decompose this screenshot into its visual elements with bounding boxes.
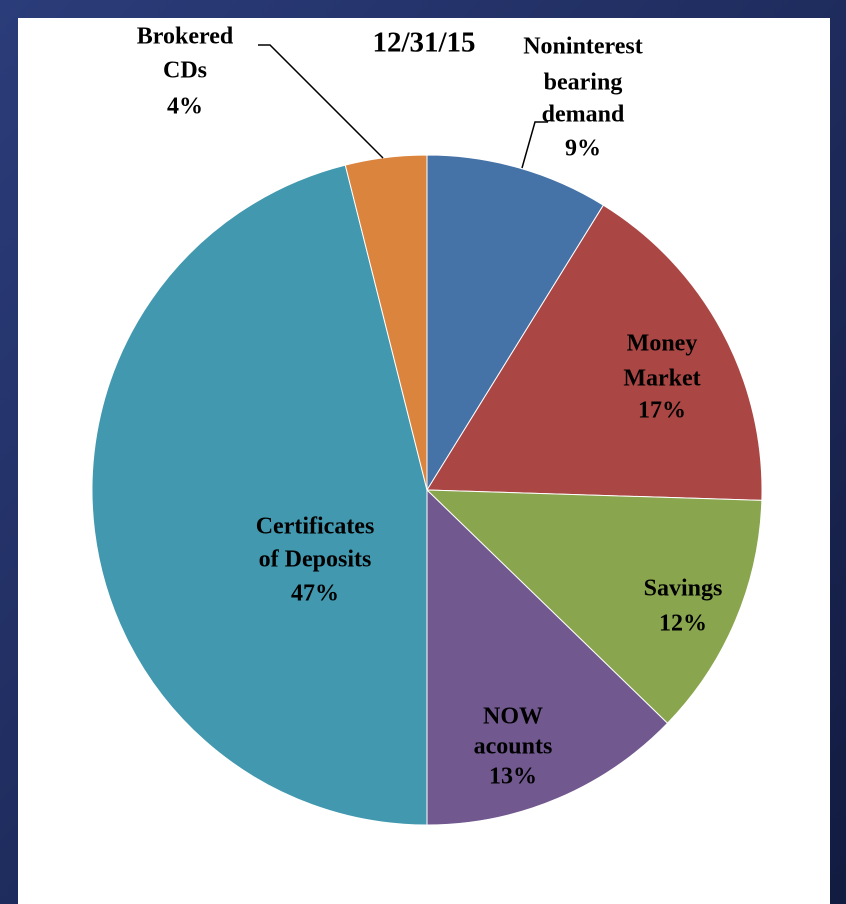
- chart-title: 12/31/15: [372, 27, 475, 59]
- slice-label: bearing: [544, 70, 623, 96]
- slice-value-label: 4%: [167, 94, 203, 120]
- slice-value-label: 47%: [291, 581, 339, 607]
- pie-slice: [426, 154, 605, 492]
- slice-value-label: 9%: [565, 136, 601, 162]
- slice-label: demand: [542, 102, 625, 128]
- pie-slice: [426, 488, 669, 826]
- pie-slice: [425, 489, 763, 724]
- slice-label: Noninterest: [523, 34, 643, 60]
- pie-slice: [91, 164, 428, 826]
- slice-label: CDs: [163, 58, 207, 84]
- pie-slice: [426, 204, 763, 501]
- slice-label: Market: [623, 366, 700, 392]
- leader-line: [258, 44, 384, 159]
- leader-line: [521, 121, 548, 169]
- slice-label: acounts: [474, 734, 553, 760]
- slice-label: Money: [627, 331, 698, 357]
- slice-label: Certificates: [256, 514, 375, 540]
- slice-label: Savings: [644, 576, 723, 602]
- slice-label: NOW: [483, 704, 543, 730]
- slice-label: of Deposits: [259, 547, 372, 573]
- pie-slice: [344, 154, 428, 491]
- slice-value-label: 13%: [489, 764, 537, 790]
- slice-value-label: 12%: [659, 611, 707, 637]
- pie: [91, 154, 763, 826]
- slice-value-label: 17%: [638, 398, 686, 424]
- slice-label: Brokered: [137, 24, 234, 50]
